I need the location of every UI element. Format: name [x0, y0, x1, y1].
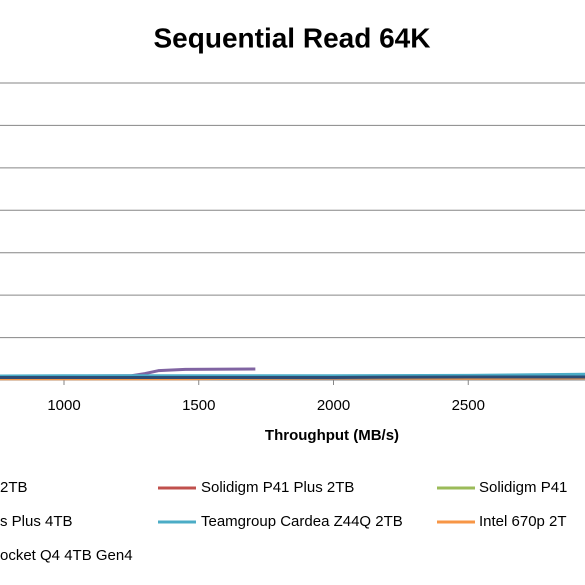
legend-label: s Plus 4TB — [0, 513, 73, 530]
x-tick-label: 1000 — [47, 397, 80, 414]
series-line — [0, 372, 585, 378]
legend-label: Intel 670p 2T — [479, 513, 567, 530]
legend-label: ocket Q4 4TB Gen4 — [0, 547, 133, 564]
chart-title: Sequential Read 64K — [154, 22, 431, 53]
x-tick-label: 2500 — [452, 397, 485, 414]
legend-label: Teamgroup Cardea Z44Q 2TB — [201, 513, 403, 530]
x-tick-label: 1500 — [182, 397, 215, 414]
legend-label: Solidigm P41 Plus 2TB — [201, 479, 354, 496]
legend-label: Solidigm P41 — [479, 479, 567, 496]
legend-label: 2TB — [0, 479, 28, 496]
x-axis-label: Throughput (MB/s) — [265, 427, 399, 444]
x-tick-label: 2000 — [317, 397, 350, 414]
